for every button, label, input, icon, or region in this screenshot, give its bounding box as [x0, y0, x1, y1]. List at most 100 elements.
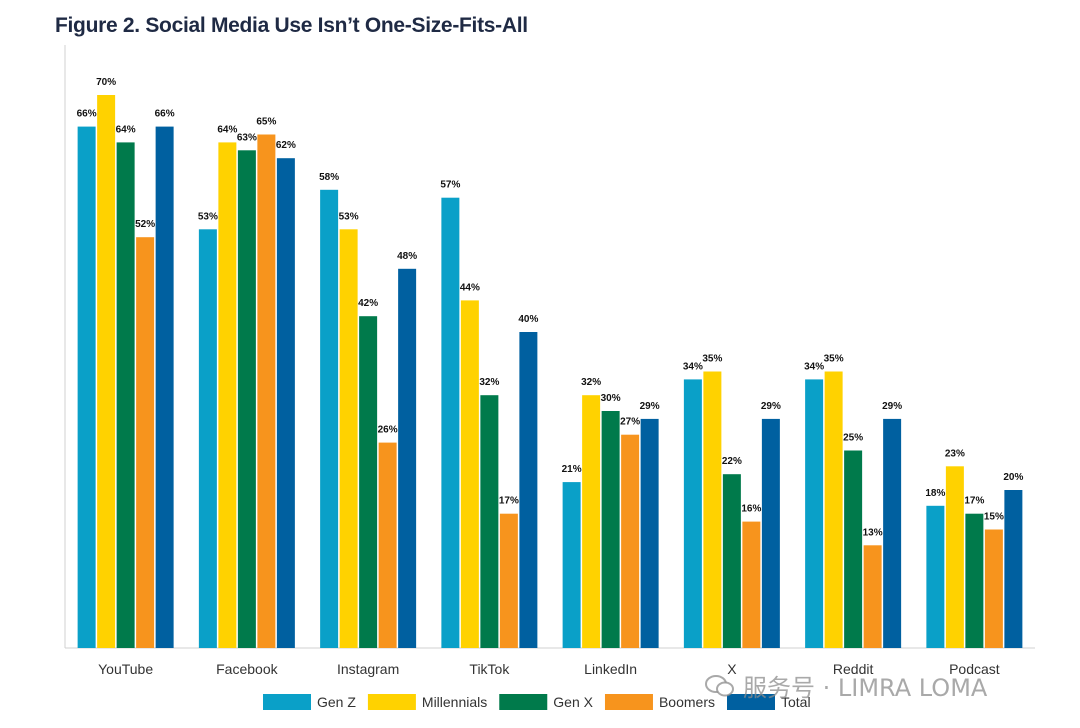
bar-tiktok-gen-x — [480, 395, 499, 648]
data-label: 63% — [237, 132, 257, 143]
data-label: 23% — [945, 448, 965, 459]
wechat-icon — [705, 674, 735, 698]
legend-swatch — [263, 694, 311, 710]
data-label: 32% — [581, 377, 601, 388]
x-tick-label: Reddit — [833, 661, 874, 677]
legend-entry: Total — [781, 694, 811, 710]
legend-swatch — [604, 694, 653, 710]
data-label: 53% — [198, 211, 218, 222]
bar-podcast-millennials — [945, 466, 964, 648]
x-tick-label: X — [727, 661, 737, 677]
bar-linkedin-millennials — [582, 395, 601, 648]
bars-group — [77, 95, 1023, 649]
x-tick-labels: YouTube Facebook Instagram TikTok LinkedIn X R… — [98, 661, 1000, 677]
bar-podcast-gen-z — [926, 505, 945, 648]
data-label: 29% — [882, 401, 902, 412]
data-label: 34% — [683, 361, 703, 372]
bar-tiktok-gen-z — [441, 197, 460, 648]
bar-tiktok-total — [519, 332, 538, 648]
bar-instagram-total — [398, 268, 417, 648]
bar-instagram-boomers — [378, 442, 397, 648]
bar-youtube-gen-x — [116, 142, 135, 648]
x-tick-label: Podcast — [949, 661, 1000, 677]
x-tick-label: TikTok — [469, 661, 510, 677]
data-label: 52% — [135, 219, 155, 230]
bar-tiktok-millennials — [460, 300, 479, 648]
bar-x-gen-x — [722, 474, 741, 648]
data-label: 58% — [319, 172, 339, 183]
watermark: 服务号 · LIMRA LOMA — [705, 668, 987, 703]
data-label: 17% — [499, 496, 519, 507]
legend-entry: Gen X — [553, 694, 593, 710]
data-label: 29% — [640, 401, 660, 412]
x-tick-label: Facebook — [216, 661, 278, 677]
bar-linkedin-boomers — [621, 434, 640, 648]
bar-reddit-gen-x — [844, 450, 863, 648]
data-label: 64% — [217, 124, 237, 135]
bar-facebook-total — [276, 158, 295, 648]
data-label: 22% — [722, 456, 742, 467]
data-label: 62% — [276, 140, 296, 151]
bar-tiktok-boomers — [499, 513, 518, 648]
legend-entry: Millennials — [422, 694, 487, 710]
data-label: 64% — [116, 124, 136, 135]
data-label: 29% — [761, 401, 781, 412]
data-label: 34% — [804, 361, 824, 372]
data-label: 42% — [358, 298, 378, 309]
bar-linkedin-gen-z — [562, 482, 581, 648]
bar-instagram-millennials — [339, 229, 358, 649]
x-tick-label: Instagram — [337, 661, 399, 677]
data-label: 21% — [562, 464, 582, 475]
watermark-text: 服务号 · LIMRA LOMA — [743, 674, 988, 702]
data-label: 66% — [155, 109, 175, 120]
bar-reddit-gen-z — [805, 379, 824, 648]
bar-facebook-gen-z — [198, 229, 217, 649]
data-labels-group: 66%70%64%52%66%53%64%63%65%62%58%53%42%2… — [77, 77, 1024, 538]
data-label: 18% — [925, 488, 945, 499]
data-label: 48% — [397, 251, 417, 262]
bar-reddit-millennials — [824, 371, 843, 648]
data-label: 70% — [96, 77, 116, 88]
bar-reddit-total — [883, 418, 902, 648]
data-label: 35% — [824, 354, 844, 365]
bar-podcast-boomers — [984, 529, 1003, 648]
bar-podcast-total — [1004, 490, 1023, 648]
bar-facebook-boomers — [257, 134, 276, 648]
bar-x-millennials — [703, 371, 722, 648]
bar-youtube-gen-z — [77, 126, 96, 649]
data-label: 57% — [440, 180, 460, 191]
data-label: 13% — [863, 527, 883, 538]
data-label: 35% — [702, 354, 722, 365]
data-label: 32% — [479, 377, 499, 388]
x-tick-label: YouTube — [98, 661, 153, 677]
bar-linkedin-total — [640, 418, 659, 648]
bar-facebook-millennials — [218, 142, 237, 648]
bar-youtube-boomers — [136, 237, 155, 648]
bar-x-gen-z — [683, 379, 702, 648]
data-label: 26% — [378, 425, 398, 436]
bar-linkedin-gen-x — [601, 411, 620, 648]
data-label: 44% — [460, 282, 480, 293]
data-label: 65% — [256, 117, 276, 128]
legend-swatch — [499, 694, 548, 710]
bar-youtube-millennials — [97, 95, 116, 648]
bar-facebook-gen-x — [237, 150, 256, 649]
data-label: 27% — [620, 417, 640, 428]
bar-instagram-gen-z — [320, 189, 339, 649]
legend-entry: Gen Z — [317, 694, 356, 710]
data-label: 15% — [984, 512, 1004, 523]
data-label: 25% — [843, 433, 863, 444]
legend-swatch — [367, 694, 416, 710]
data-label: 17% — [964, 496, 984, 507]
bar-instagram-gen-x — [359, 316, 378, 648]
bar-x-total — [761, 418, 780, 648]
data-label: 16% — [741, 504, 761, 515]
legend-swatch — [727, 694, 775, 710]
data-label: 40% — [518, 314, 538, 325]
legend: Gen Z Millennials Gen X Boomers Total — [263, 694, 811, 710]
bar-youtube-total — [155, 126, 174, 649]
legend-entry: Boomers — [659, 694, 715, 710]
data-label: 30% — [601, 393, 621, 404]
data-label: 53% — [339, 211, 359, 222]
